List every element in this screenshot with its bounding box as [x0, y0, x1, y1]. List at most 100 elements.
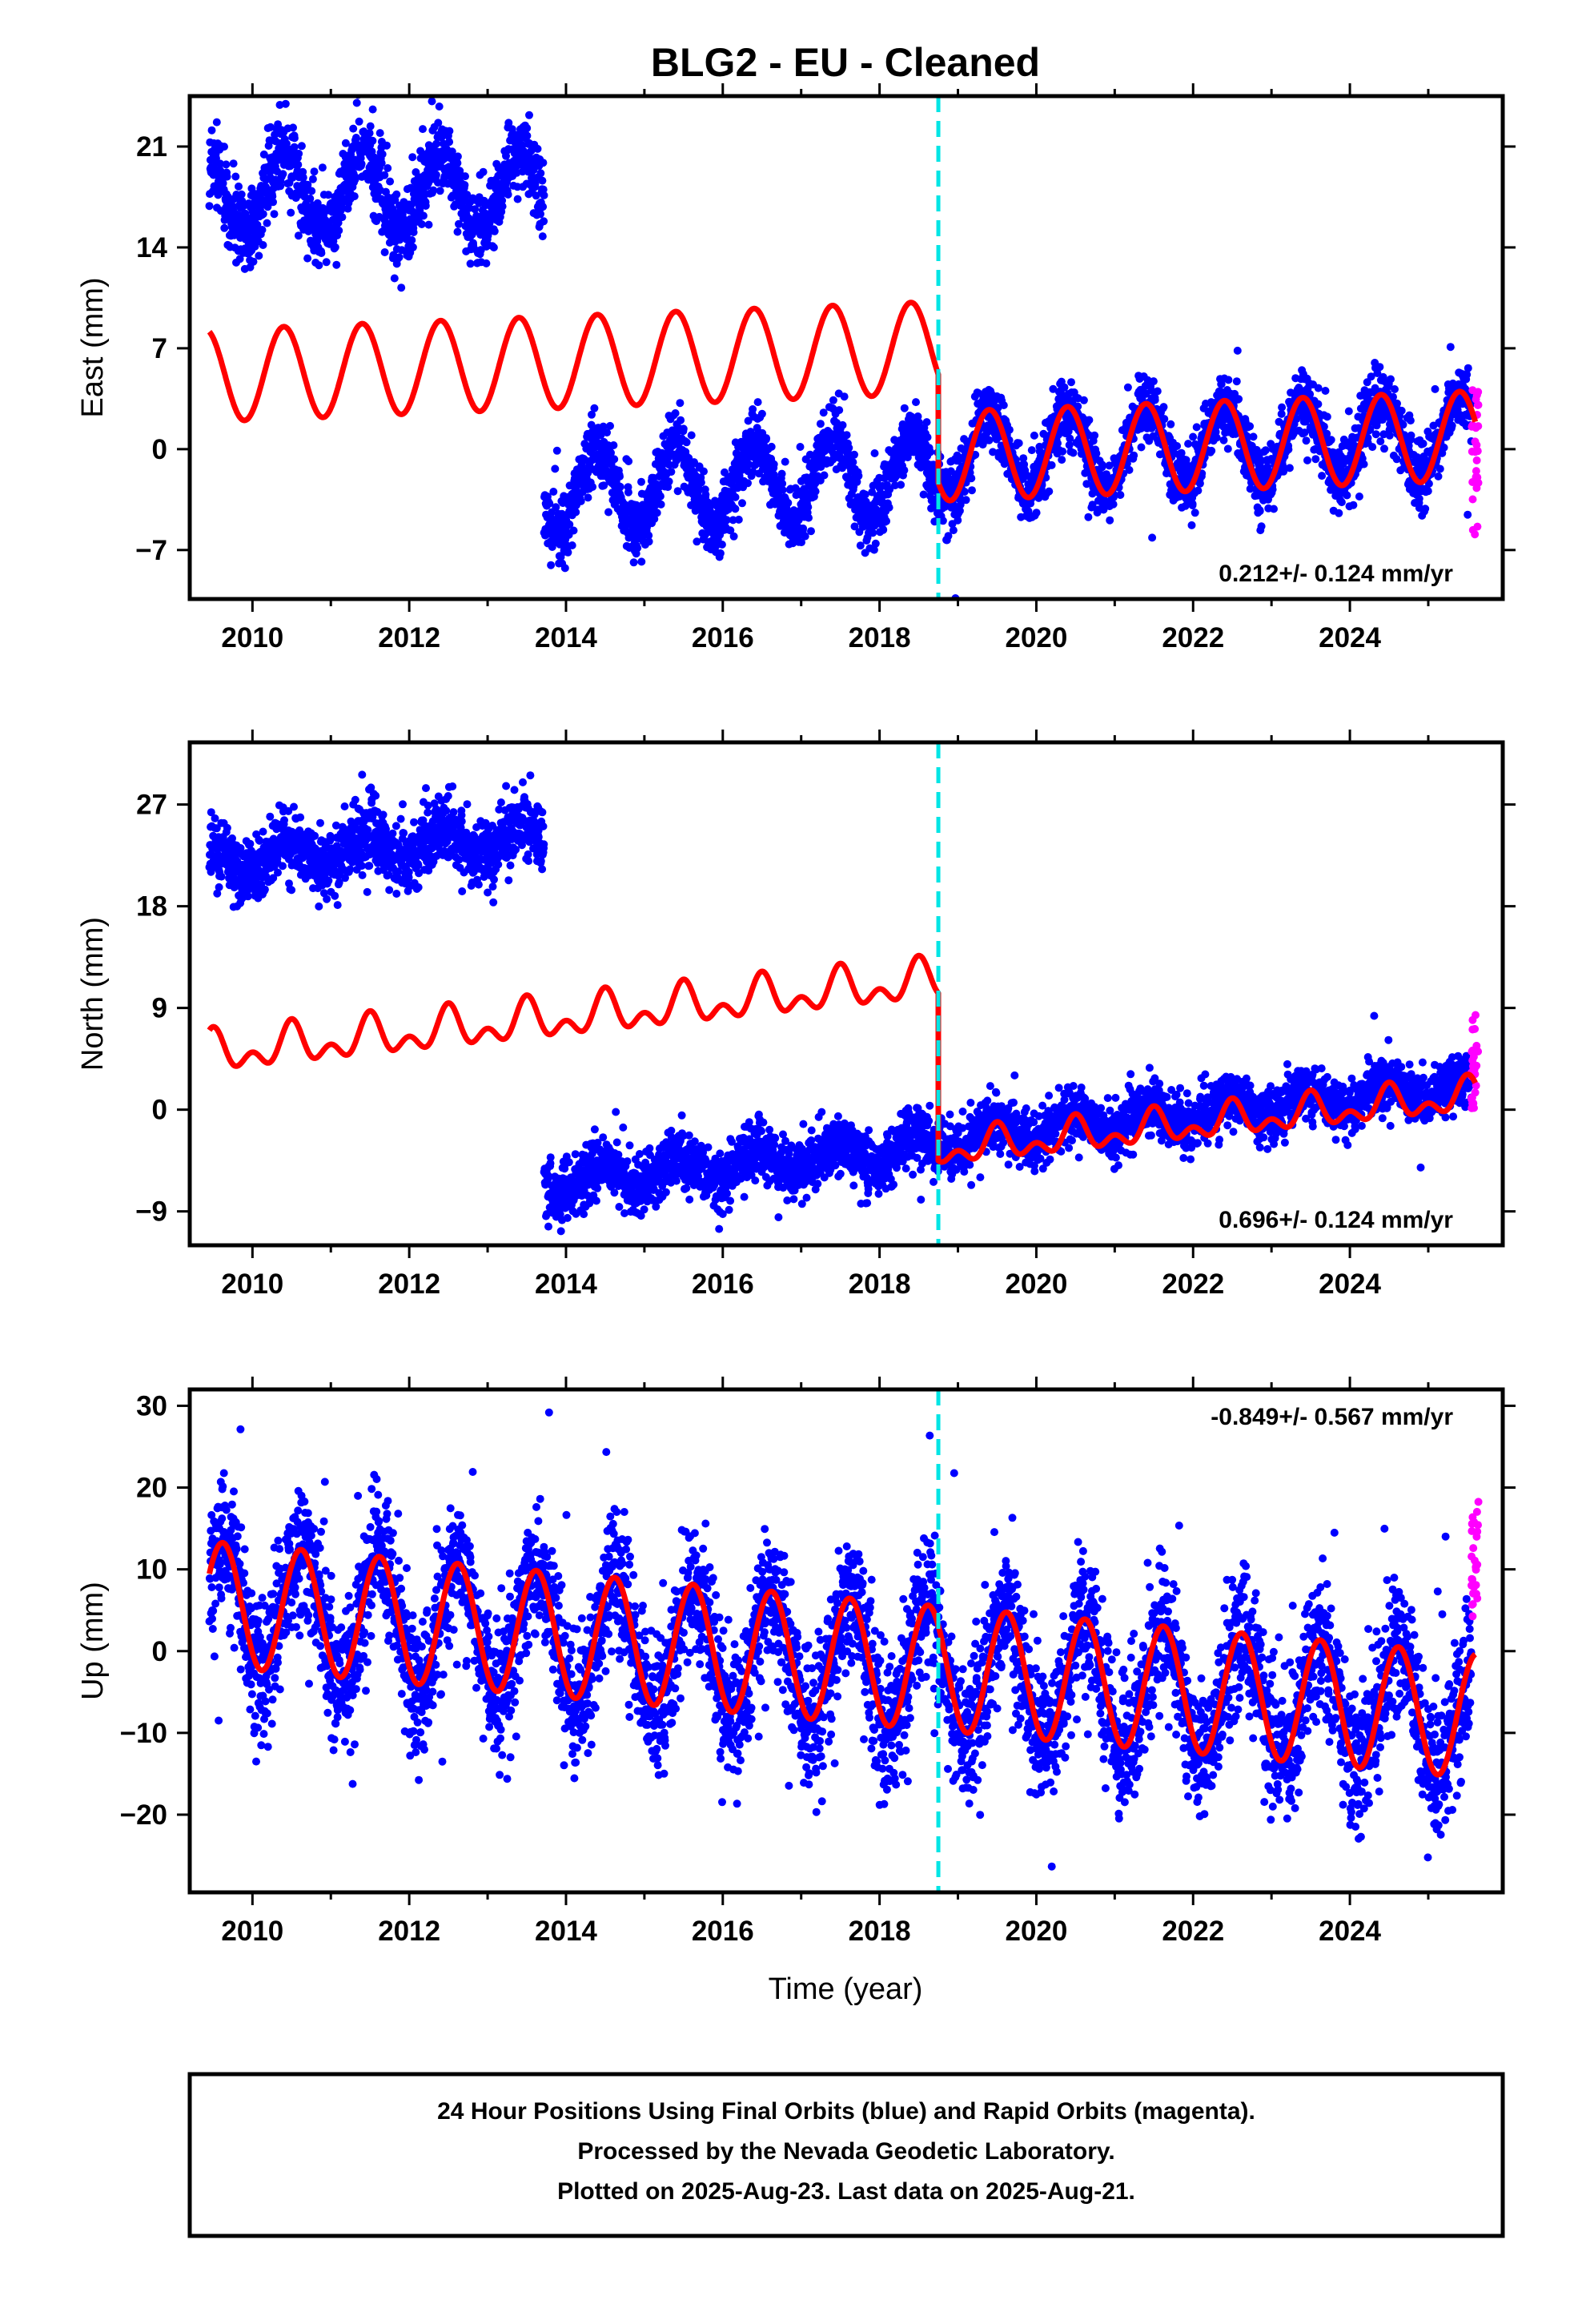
- final-orbit-point: [1060, 383, 1069, 392]
- final-orbit-point: [408, 235, 416, 244]
- final-orbit-point: [1090, 431, 1099, 440]
- final-orbit-point: [1189, 432, 1198, 441]
- final-orbit-point: [560, 564, 569, 573]
- final-orbit-point: [985, 436, 994, 444]
- final-orbit-point: [716, 549, 725, 557]
- final-orbit-point: [1150, 396, 1159, 404]
- final-orbit-point: [1368, 443, 1377, 452]
- final-orbit-point: [1327, 436, 1335, 444]
- final-orbit-point: [1235, 395, 1243, 404]
- final-orbit-point: [671, 409, 680, 417]
- final-orbit-point: [259, 210, 267, 219]
- final-orbit-point: [375, 129, 384, 138]
- final-orbit-point: [968, 486, 976, 495]
- final-orbit-point: [1311, 455, 1320, 464]
- final-orbit-point: [1188, 500, 1197, 509]
- x-tick-label: 2020: [1005, 622, 1067, 653]
- final-orbit-point: [829, 396, 837, 404]
- final-orbit-point: [390, 274, 399, 283]
- final-orbit-point: [1027, 446, 1036, 455]
- final-orbit-point: [687, 431, 696, 440]
- final-orbit-point: [419, 211, 428, 220]
- rapid-orbit-point: [1474, 422, 1483, 431]
- final-orbit-point: [386, 177, 395, 186]
- final-orbit-point: [1116, 491, 1125, 499]
- final-orbit-point: [281, 99, 290, 108]
- final-orbit-point: [551, 464, 560, 473]
- final-orbit-point: [1207, 446, 1216, 455]
- final-orbit-point: [231, 172, 240, 181]
- final-orbit-point: [1303, 456, 1311, 464]
- final-orbit-point: [1153, 387, 1162, 396]
- final-orbit-point: [219, 179, 227, 187]
- final-orbit-point: [306, 195, 315, 203]
- final-orbit-point: [757, 409, 766, 418]
- final-orbit-point: [409, 228, 418, 236]
- final-orbit-point: [999, 401, 1008, 409]
- rapid-orbit-point: [1472, 467, 1480, 476]
- final-orbit-point: [1192, 423, 1201, 432]
- final-orbit-point: [717, 541, 726, 549]
- final-orbit-point: [781, 457, 789, 466]
- final-orbit-point: [1058, 447, 1067, 456]
- final-orbit-point: [1249, 432, 1258, 441]
- final-orbit-point: [331, 243, 339, 251]
- final-orbit-point: [885, 503, 893, 512]
- final-orbit-point: [820, 471, 829, 480]
- y-tick-label: 14: [136, 232, 167, 263]
- final-orbit-point: [547, 561, 556, 569]
- final-orbit-point: [1355, 493, 1363, 501]
- final-orbit-point: [513, 195, 522, 203]
- final-orbit-point: [461, 172, 469, 181]
- final-orbit-point: [205, 202, 214, 211]
- final-orbit-point: [453, 152, 462, 161]
- final-orbit-point: [767, 442, 776, 451]
- final-orbit-point: [308, 175, 317, 183]
- final-orbit-point: [1359, 460, 1368, 468]
- final-orbit-point: [1032, 509, 1041, 517]
- final-orbit-point: [850, 450, 858, 459]
- final-orbit-point: [525, 111, 533, 119]
- final-orbit-point: [879, 525, 888, 534]
- final-orbit-point: [644, 537, 653, 546]
- final-orbit-point: [290, 143, 299, 151]
- final-orbit-point: [299, 173, 307, 182]
- final-orbit-point: [870, 449, 879, 457]
- final-orbit-point: [1194, 486, 1203, 495]
- final-orbit-point: [1257, 522, 1266, 531]
- final-orbit-point: [633, 544, 642, 553]
- final-orbit-point: [527, 147, 536, 155]
- final-orbit-point: [1098, 460, 1106, 469]
- final-orbit-point: [1166, 420, 1175, 428]
- final-orbit-point: [816, 420, 825, 428]
- final-orbit-point: [869, 529, 877, 537]
- x-tick-label: 2012: [378, 622, 440, 653]
- final-orbit-point: [217, 872, 226, 881]
- final-orbit-point: [603, 428, 611, 437]
- final-orbit-point: [1391, 385, 1399, 393]
- final-orbit-point: [962, 496, 970, 505]
- final-orbit-point: [1321, 387, 1330, 395]
- final-orbit-point: [588, 483, 597, 491]
- final-orbit-point: [367, 147, 376, 156]
- final-orbit-point: [588, 410, 596, 419]
- final-orbit-point: [377, 159, 386, 167]
- final-orbit-point: [294, 160, 303, 169]
- final-orbit-point: [498, 196, 507, 205]
- final-orbit-point: [295, 149, 303, 158]
- final-orbit-point: [253, 220, 262, 229]
- final-orbit-point: [912, 398, 920, 407]
- final-orbit-point: [366, 122, 375, 131]
- final-orbit-point: [351, 134, 360, 142]
- final-orbit-point: [332, 260, 341, 269]
- final-orbit-point: [677, 416, 685, 424]
- final-orbit-point: [352, 99, 361, 107]
- final-orbit-point: [949, 526, 958, 535]
- final-orbit-point: [368, 105, 377, 114]
- final-orbit-point: [1232, 377, 1241, 386]
- final-orbit-point: [1246, 422, 1255, 431]
- final-orbit-point: [882, 517, 890, 525]
- final-orbit-point: [552, 503, 560, 512]
- final-orbit-point: [784, 498, 793, 507]
- final-orbit-point: [539, 203, 548, 211]
